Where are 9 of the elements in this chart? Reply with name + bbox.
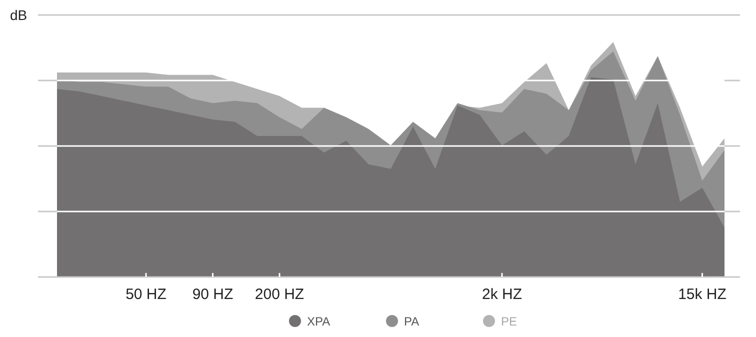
- x-tick-label: 200 HZ: [254, 286, 304, 303]
- y-axis-title: dB: [10, 7, 28, 23]
- x-tick-label: 15k HZ: [678, 286, 726, 303]
- x-tick-label: 2k HZ: [482, 286, 522, 303]
- legend-label: PA: [404, 314, 420, 328]
- legend-label: PE: [501, 314, 518, 328]
- x-tick-label: 90 HZ: [192, 286, 234, 303]
- legend-label: XPA: [307, 314, 330, 328]
- x-tick-label: 50 HZ: [126, 286, 166, 303]
